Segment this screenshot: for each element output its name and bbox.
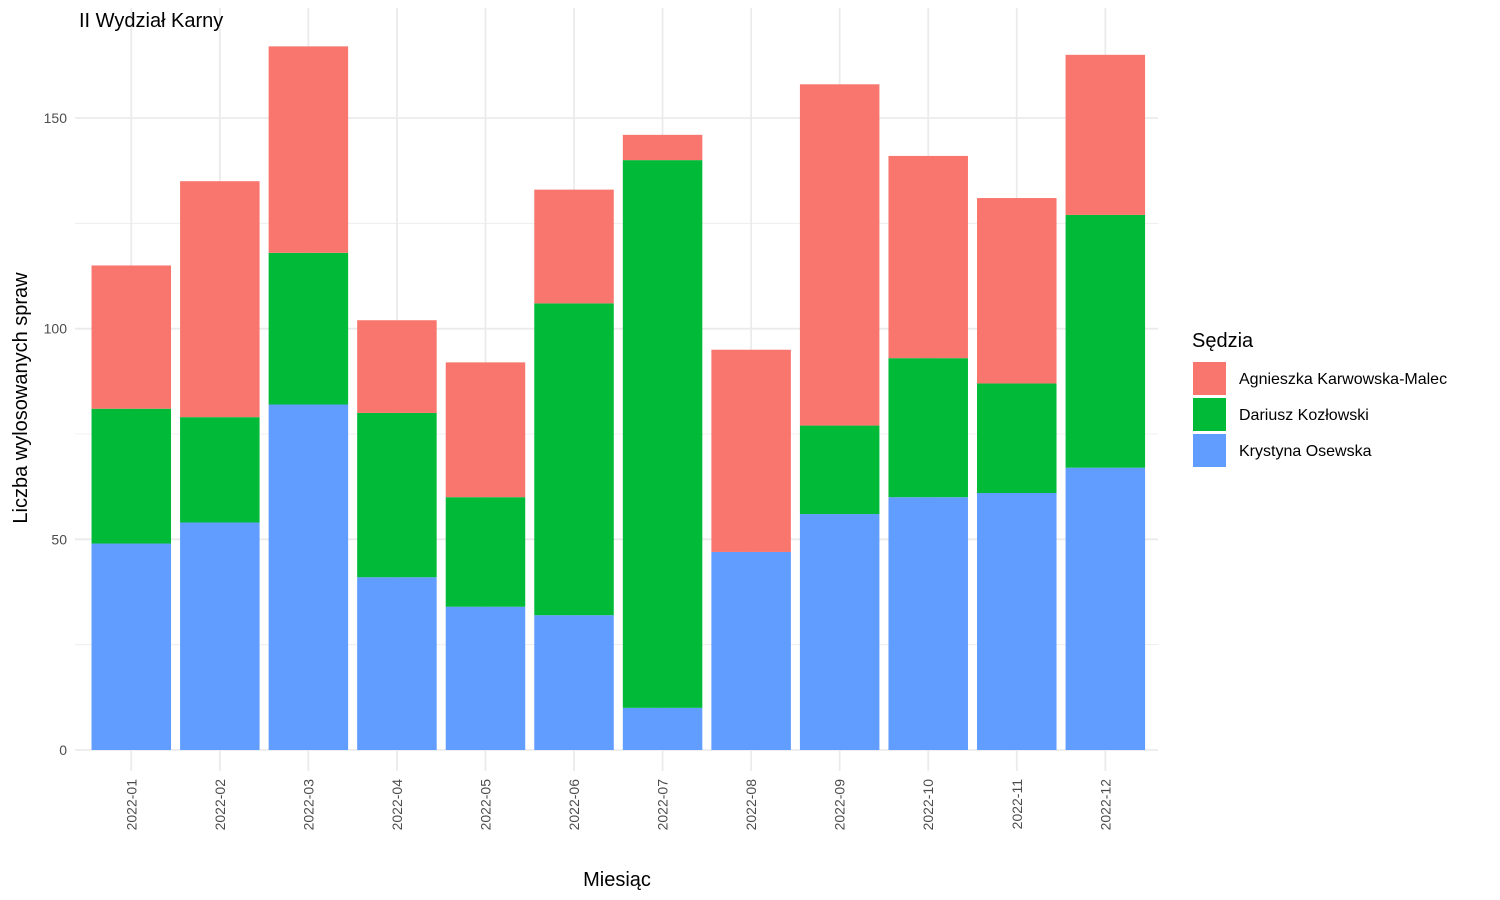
bar-segment: [445, 497, 526, 607]
legend-title: Sędzia: [1192, 330, 1254, 352]
y-tick-label: 150: [44, 110, 68, 126]
bar-segment: [357, 320, 437, 413]
bar-segment: [268, 404, 349, 750]
bar-segment: [268, 252, 349, 405]
y-tick-label: 100: [44, 321, 68, 337]
bar-segment: [977, 383, 1057, 493]
x-axis-title: Miesiąc: [583, 869, 651, 891]
bar-segment: [622, 707, 703, 750]
bar-segment: [445, 606, 526, 750]
legend-key: [1193, 362, 1226, 395]
bar-segment: [180, 417, 260, 523]
legend-key: [1193, 434, 1226, 467]
bar-segment: [445, 362, 526, 498]
bar-segment: [357, 577, 437, 750]
bar-segment: [357, 412, 437, 578]
bar-segment: [799, 425, 880, 515]
bar-segment: [534, 303, 614, 616]
x-tick-label: 2022-04: [389, 779, 405, 831]
legend-label: Krystyna Osewska: [1239, 443, 1372, 460]
bar-segment: [622, 160, 703, 708]
bar-segment: [622, 134, 703, 161]
bar-segment: [534, 189, 614, 304]
x-tick-label: 2022-10: [920, 779, 936, 831]
bar-segment: [91, 265, 172, 409]
bar-segment: [799, 514, 880, 750]
x-tick-label: 2022-05: [477, 779, 493, 831]
bar-segment: [1065, 214, 1146, 468]
chart-title: II Wydział Karny: [79, 10, 223, 32]
x-tick-label: 2022-03: [300, 779, 316, 831]
bar-segment: [1065, 54, 1146, 215]
bars: [91, 46, 1146, 750]
x-tick-label: 2022-06: [566, 779, 582, 831]
x-tick-label: 2022-07: [655, 779, 671, 831]
bar-segment: [711, 349, 791, 552]
bar-segment: [534, 615, 614, 750]
bar-segment: [711, 551, 791, 750]
legend-label: Agnieszka Karwowska-Malec: [1239, 371, 1447, 388]
x-tick-label: 2022-09: [832, 779, 848, 831]
bar-segment: [91, 543, 172, 750]
bar-segment: [91, 408, 172, 544]
y-axis-ticks: 0 50 100 150: [44, 110, 68, 758]
legend: Sędzia Agnieszka Karwowska-Malec Dariusz …: [1192, 330, 1447, 467]
x-tick-label: 2022-12: [1097, 779, 1113, 831]
x-tick-label: 2022-02: [212, 779, 228, 831]
legend-key: [1193, 398, 1226, 431]
bar-segment: [977, 492, 1057, 750]
x-tick-label: 2022-11: [1009, 779, 1025, 830]
bar-segment: [180, 522, 260, 750]
x-tick-label: 2022-01: [123, 779, 139, 831]
bar-segment: [180, 181, 260, 418]
y-tick-label: 50: [51, 531, 67, 547]
bar-segment: [977, 198, 1057, 384]
bar-segment: [888, 155, 968, 359]
legend-label: Dariusz Kozłowski: [1239, 407, 1369, 424]
bar-segment: [888, 358, 968, 498]
bar-segment: [888, 497, 968, 750]
y-tick-label: 0: [59, 742, 67, 758]
x-axis-ticks: 2022-01 2022-02 2022-03 2022-04 2022-05 2022-…: [123, 779, 1113, 831]
bar-segment: [1065, 467, 1146, 750]
bar-segment: [268, 46, 349, 253]
x-tick-label: 2022-08: [743, 779, 759, 831]
bar-segment: [799, 84, 880, 426]
y-axis-title: Liczba wylosowanych spraw: [10, 272, 32, 524]
